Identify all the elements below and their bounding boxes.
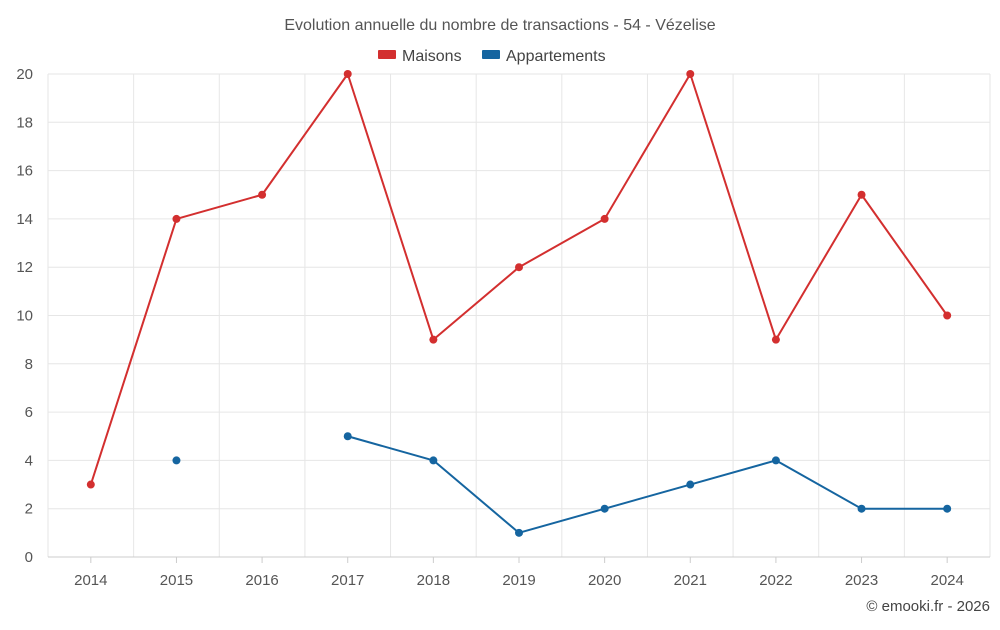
x-tick-label: 2019 (502, 572, 535, 589)
x-tick-label: 2020 (588, 572, 621, 589)
legend-swatch-appartements (482, 50, 500, 59)
series-appartements (172, 432, 952, 537)
legend-item-appartements[interactable]: Appartements (482, 48, 606, 65)
data-point-appartements[interactable] (857, 504, 866, 513)
chart-title: Evolution annuelle du nombre de transact… (284, 17, 715, 34)
data-point-appartements[interactable] (943, 504, 952, 513)
x-tick-label: 2016 (245, 572, 278, 589)
series-line-appartements (347, 435, 948, 534)
y-axis-ticks: 0 2 4 6 8 10 12 14 16 18 20 (16, 66, 33, 566)
data-point-appartements[interactable] (771, 456, 780, 465)
data-point-appartements[interactable] (515, 528, 523, 537)
x-tick-label: 2021 (674, 572, 707, 589)
x-axis-ticks: 2014 2015 2016 2017 2018 2019 2020 2021 2022 2023… (74, 557, 964, 589)
y-tick-label: 4 (25, 452, 33, 469)
y-tick-label: 16 (16, 163, 33, 180)
y-tick-label: 20 (16, 66, 33, 83)
data-point-appartements[interactable] (343, 432, 352, 441)
y-tick-label: 2 (25, 501, 33, 518)
x-tick-label: 2023 (845, 572, 878, 589)
data-point-maisons[interactable] (258, 190, 267, 199)
legend-item-maisons[interactable]: Maisons (378, 48, 462, 65)
credit-text: © emooki.fr - 2026 (866, 598, 990, 615)
x-tick-label: 2024 (930, 572, 963, 589)
legend-label-maisons: Maisons (402, 48, 462, 65)
legend-label-appartements: Appartements (506, 48, 606, 65)
x-tick-label: 2015 (160, 572, 193, 589)
legend: Maisons Appartements (378, 48, 606, 65)
data-point-maisons[interactable] (515, 263, 523, 272)
legend-swatch-maisons (378, 50, 396, 59)
y-tick-label: 8 (25, 356, 33, 373)
y-tick-label: 12 (16, 259, 33, 276)
data-point-maisons[interactable] (86, 480, 95, 489)
data-point-maisons[interactable] (686, 70, 695, 78)
grid (47, 73, 991, 558)
data-point-appartements[interactable] (600, 504, 609, 513)
data-point-appartements[interactable] (686, 480, 695, 489)
x-tick-label: 2022 (759, 572, 792, 589)
x-tick-label: 2018 (417, 572, 450, 589)
x-tick-label: 2014 (74, 572, 107, 589)
data-point-maisons[interactable] (600, 214, 609, 223)
y-tick-label: 10 (16, 308, 33, 325)
y-tick-label: 14 (16, 211, 33, 228)
data-point-maisons[interactable] (771, 335, 780, 344)
data-point-appartements[interactable] (429, 456, 438, 465)
y-tick-label: 6 (25, 404, 33, 421)
data-point-maisons[interactable] (857, 190, 866, 199)
x-tick-label: 2017 (331, 572, 364, 589)
y-tick-label: 0 (25, 549, 33, 566)
data-point-maisons[interactable] (172, 214, 181, 223)
data-point-maisons[interactable] (429, 335, 438, 344)
series-layer (86, 70, 952, 537)
data-point-maisons[interactable] (943, 311, 952, 320)
data-point-maisons[interactable] (343, 70, 352, 78)
data-point-appartements[interactable] (172, 456, 181, 465)
y-tick-label: 18 (16, 114, 33, 131)
series-maisons (86, 70, 952, 489)
